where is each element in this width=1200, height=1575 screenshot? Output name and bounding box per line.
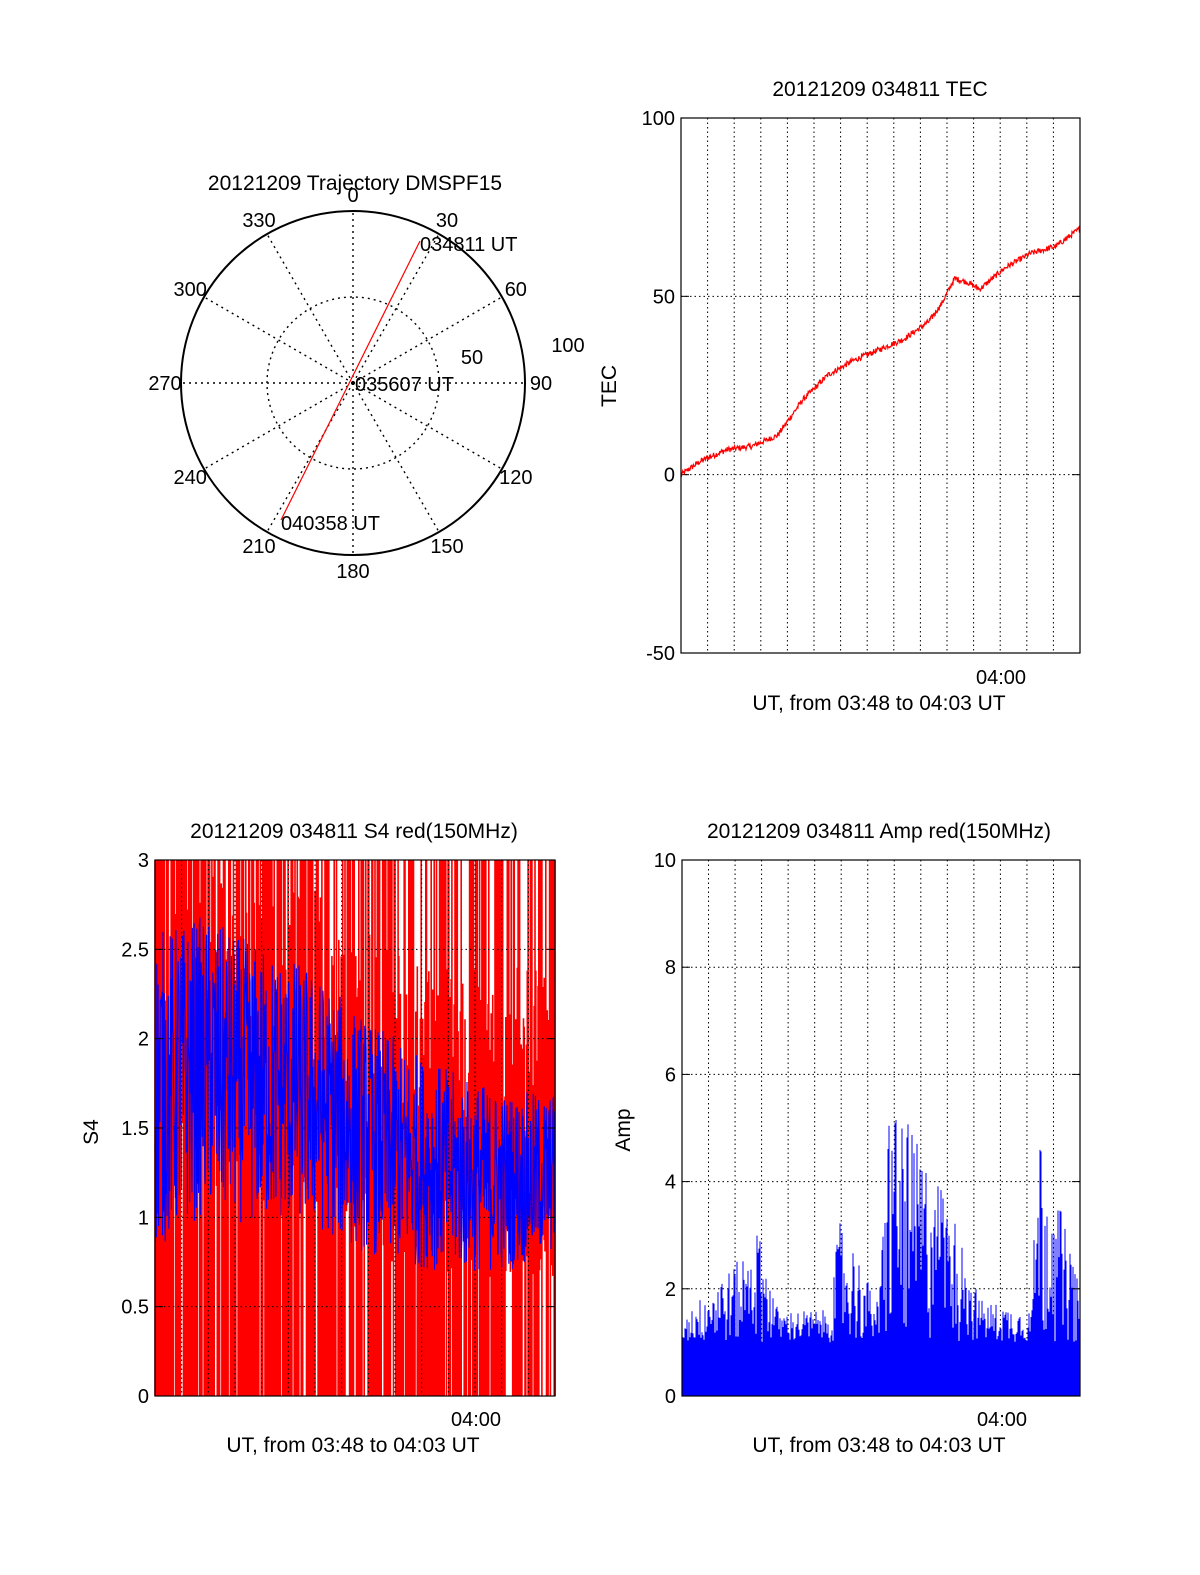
trajectory-end-label: 040358 UT — [281, 513, 380, 535]
polar-outer-ring — [180, 210, 526, 556]
tec-y-ticks: 100 50 0 -50 — [642, 108, 1080, 665]
y-tick-label: 100 — [642, 108, 675, 130]
polar-angle-label: 90 — [530, 373, 552, 395]
y-tick-label: 3 — [138, 850, 149, 872]
polar-angle-label: 120 — [499, 467, 532, 489]
amp-chart: 20121209 034811 Amp red(150MHz) 1086420 … — [612, 820, 1081, 1457]
y-tick-label: 10 — [654, 850, 676, 872]
s4-x-label: UT, from 03:48 to 04:03 UT — [226, 1434, 479, 1457]
s4-blue-series-line — [154, 917, 556, 1271]
polar-spoke — [352, 382, 440, 533]
y-tick-label: 2 — [138, 1029, 149, 1051]
amp-y-ticks: 10 8 6 4 2 0 — [654, 850, 1080, 1408]
polar-angle-label: 270 — [148, 373, 181, 395]
amp-x-label: UT, from 03:48 to 04:03 UT — [752, 1434, 1005, 1457]
polar-radial-tick-50: 50 — [461, 347, 483, 369]
s4-x-tick-0400: 04:00 — [451, 1409, 501, 1431]
y-tick-label: 1.5 — [121, 1118, 149, 1140]
polar-angle-label: 210 — [242, 536, 275, 558]
y-tick-label: 2.5 — [121, 939, 149, 961]
y-tick-label: 4 — [665, 1172, 676, 1194]
y-tick-label: 6 — [665, 1064, 676, 1086]
y-tick-label: -50 — [646, 643, 675, 665]
y-tick-label: 0 — [138, 1386, 149, 1408]
tec-title: 20121209 034811 TEC — [772, 78, 987, 101]
tec-plot-frame — [680, 117, 1081, 654]
polar-chart: 20121209 Trajectory DMSPF15 0 30 60 90 120 15… — [148, 172, 584, 583]
y-tick-label: 0 — [664, 465, 675, 487]
tec-x-label: UT, from 03:48 to 04:03 UT — [752, 692, 1005, 715]
s4-grid — [155, 860, 555, 1396]
tec-chart: 20121209 034811 TEC 100 50 0 -50 04:00 UT, … — [598, 78, 1081, 715]
amp-plot-frame — [681, 859, 1081, 1397]
y-tick-label: 2 — [665, 1279, 676, 1301]
polar-spoke — [266, 382, 354, 533]
y-tick-label: 0 — [665, 1386, 676, 1408]
polar-angle-label: 60 — [505, 279, 527, 301]
s4-title: 20121209 034811 S4 red(150MHz) — [190, 820, 518, 843]
polar-angle-label: 300 — [173, 279, 206, 301]
polar-angle-label: 330 — [242, 210, 275, 232]
s4-chart: 20121209 034811 S4 red(150MHz) 3 2.5 2 1.5 1… — [80, 820, 556, 1457]
tec-y-label: TEC — [598, 365, 621, 407]
trajectory-line — [280, 240, 421, 521]
polar-radial-tick-100: 100 — [551, 335, 584, 357]
polar-angle-label: 150 — [430, 536, 463, 558]
trajectory-mid-label: 035607 UT — [355, 374, 454, 396]
tec-series-line — [680, 225, 1081, 478]
polar-spokes — [181, 211, 525, 555]
tec-grid — [681, 118, 1080, 653]
polar-spoke — [352, 382, 503, 470]
polar-spoke — [266, 233, 354, 384]
polar-title: 20121209 Trajectory DMSPF15 — [208, 172, 502, 195]
amp-x-tick-0400: 04:00 — [977, 1409, 1027, 1431]
polar-spoke — [352, 296, 503, 384]
polar-spoke — [203, 382, 354, 470]
s4-y-label: S4 — [80, 1119, 103, 1145]
y-tick-label: 50 — [653, 286, 675, 308]
polar-angle-label: 0 — [347, 185, 358, 207]
s4-plot-frame — [154, 859, 556, 1397]
amp-series-bars — [681, 1120, 1081, 1396]
polar-angle-label: 240 — [173, 467, 206, 489]
polar-angle-labels: 0 30 60 90 120 150 180 210 240 270 300 330 — [148, 185, 552, 583]
polar-angle-label: 30 — [436, 210, 458, 232]
y-tick-label: 0.5 — [121, 1297, 149, 1319]
tec-x-tick-0400: 04:00 — [976, 667, 1026, 689]
y-tick-label: 1 — [138, 1207, 149, 1229]
polar-spoke — [203, 296, 354, 384]
s4-y-ticks: 3 2.5 2 1.5 1 0.5 0 — [121, 850, 555, 1408]
amp-title: 20121209 034811 Amp red(150MHz) — [707, 820, 1051, 843]
polar-spoke — [352, 233, 440, 384]
y-tick-label: 8 — [665, 957, 676, 979]
polar-angle-label: 180 — [336, 561, 369, 583]
trajectory-start-label: 034811 UT — [420, 234, 517, 256]
amp-y-label: Amp — [612, 1108, 635, 1151]
